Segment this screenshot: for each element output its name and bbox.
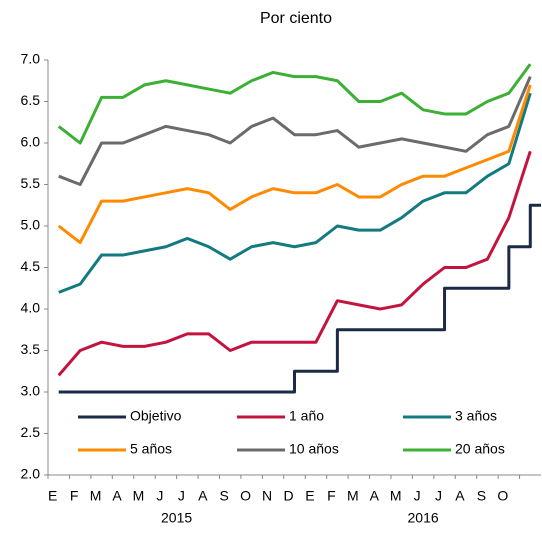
x-tick-label: A bbox=[112, 488, 122, 504]
series-line bbox=[57, 84, 532, 245]
y-tick-label: 6.5 bbox=[21, 92, 41, 108]
x-tick-label: A bbox=[370, 488, 380, 504]
x-tick-label: A bbox=[455, 488, 465, 504]
x-tick-label: M bbox=[390, 488, 402, 504]
x-tick-label: N bbox=[262, 488, 272, 504]
x-tick-label: S bbox=[220, 488, 229, 504]
x-tick-label: O bbox=[240, 488, 251, 504]
x-tick-label: J bbox=[156, 488, 163, 504]
year-label: 2015 bbox=[161, 510, 192, 526]
y-tick-label: 5.0 bbox=[21, 217, 41, 233]
legend-label: Objetivo bbox=[130, 408, 182, 424]
y-tick-label: 4.5 bbox=[21, 258, 41, 274]
legend-label: 3 años bbox=[455, 408, 497, 424]
y-tick-label: 7.0 bbox=[21, 51, 41, 67]
legend-label: 5 años bbox=[130, 441, 172, 457]
y-tick-label: 2.5 bbox=[21, 424, 41, 440]
x-tick-label: E bbox=[48, 488, 57, 504]
x-tick-label: J bbox=[178, 488, 185, 504]
legend-label: 10 años bbox=[289, 441, 339, 457]
y-tick-label: 3.5 bbox=[21, 341, 41, 357]
x-tick-label: A bbox=[198, 488, 208, 504]
chart-title: Por ciento bbox=[260, 10, 332, 27]
year-label: 2016 bbox=[408, 510, 439, 526]
y-tick-label: 4.0 bbox=[21, 300, 41, 316]
x-tick-label: E bbox=[305, 488, 314, 504]
legend-label: 1 año bbox=[289, 408, 324, 424]
x-tick-label: J bbox=[435, 488, 442, 504]
x-tick-label: M bbox=[90, 488, 102, 504]
series-line bbox=[57, 63, 532, 145]
series-line bbox=[58, 203, 541, 394]
x-tick-label: D bbox=[283, 488, 293, 504]
series-line bbox=[58, 92, 532, 294]
legend-label: 20 años bbox=[455, 441, 505, 457]
x-tick-label: M bbox=[133, 488, 145, 504]
x-tick-label: F bbox=[70, 488, 79, 504]
x-tick-label: F bbox=[327, 488, 336, 504]
x-tick-label: M bbox=[347, 488, 359, 504]
y-tick-label: 2.0 bbox=[21, 466, 41, 482]
x-tick-label: S bbox=[477, 488, 486, 504]
x-tick-label: O bbox=[497, 488, 508, 504]
series-line bbox=[58, 76, 532, 186]
x-tick-label: J bbox=[414, 488, 421, 504]
y-tick-label: 3.0 bbox=[21, 383, 41, 399]
y-tick-label: 6.0 bbox=[21, 134, 41, 150]
y-tick-label: 5.5 bbox=[21, 175, 41, 191]
series-line bbox=[57, 150, 532, 377]
